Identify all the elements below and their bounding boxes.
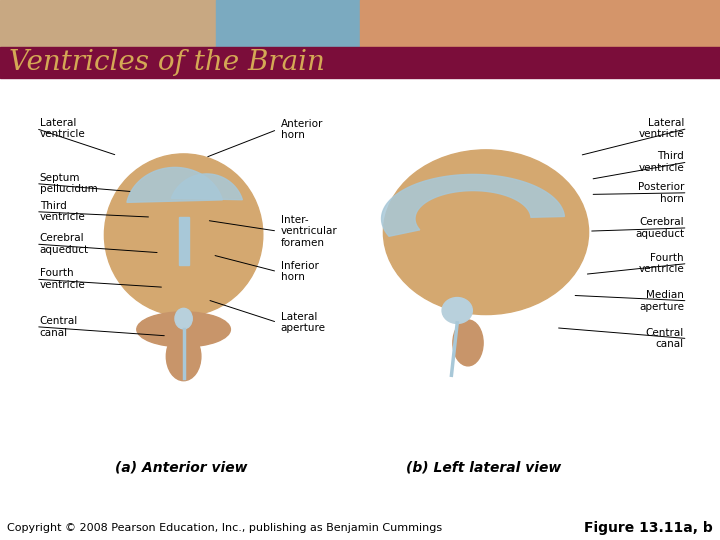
Text: Copyright © 2008 Pearson Education, Inc., publishing as Benjamin Cummings: Copyright © 2008 Pearson Education, Inc.…	[7, 523, 442, 533]
Ellipse shape	[166, 332, 201, 381]
Ellipse shape	[104, 154, 263, 316]
Bar	[179, 217, 189, 265]
Text: Septum
pellucidum: Septum pellucidum	[40, 173, 97, 194]
Text: Lateral
ventricle: Lateral ventricle	[638, 118, 684, 139]
Text: Lateral
aperture: Lateral aperture	[281, 312, 325, 333]
Text: Inferior
horn: Inferior horn	[281, 261, 319, 282]
Text: (a) Anterior view: (a) Anterior view	[115, 460, 248, 474]
Polygon shape	[171, 174, 243, 200]
Bar	[216, 0, 360, 49]
Ellipse shape	[137, 312, 230, 347]
Text: (b) Left lateral view: (b) Left lateral view	[406, 460, 562, 474]
Text: Central
canal: Central canal	[40, 316, 78, 338]
Bar	[0, 0, 216, 49]
Ellipse shape	[175, 308, 192, 329]
Text: Posterior
horn: Posterior horn	[638, 182, 684, 204]
Text: Third
ventricle: Third ventricle	[638, 151, 684, 173]
Bar	[0, 47, 720, 78]
Ellipse shape	[442, 298, 472, 323]
Text: Lateral
ventricle: Lateral ventricle	[40, 118, 86, 139]
Text: Ventricles of the Brain: Ventricles of the Brain	[9, 49, 325, 76]
Bar	[0, 78, 720, 540]
Text: Fourth
ventricle: Fourth ventricle	[40, 268, 86, 290]
Bar	[360, 0, 720, 49]
Text: Median
aperture: Median aperture	[639, 290, 684, 312]
Text: Cerebral
aqueduct: Cerebral aqueduct	[40, 233, 89, 255]
Text: Fourth
ventricle: Fourth ventricle	[638, 253, 684, 274]
Text: Anterior
horn: Anterior horn	[281, 119, 323, 140]
Text: Cerebral
aqueduct: Cerebral aqueduct	[635, 217, 684, 239]
Text: Figure 13.11a, b: Figure 13.11a, b	[584, 521, 713, 535]
Ellipse shape	[384, 150, 589, 314]
Ellipse shape	[453, 320, 483, 366]
Text: Inter-
ventricular
foramen: Inter- ventricular foramen	[281, 214, 338, 248]
Polygon shape	[127, 167, 222, 202]
Text: Third
ventricle: Third ventricle	[40, 201, 86, 222]
Polygon shape	[382, 174, 564, 237]
Text: Central
canal: Central canal	[646, 328, 684, 349]
